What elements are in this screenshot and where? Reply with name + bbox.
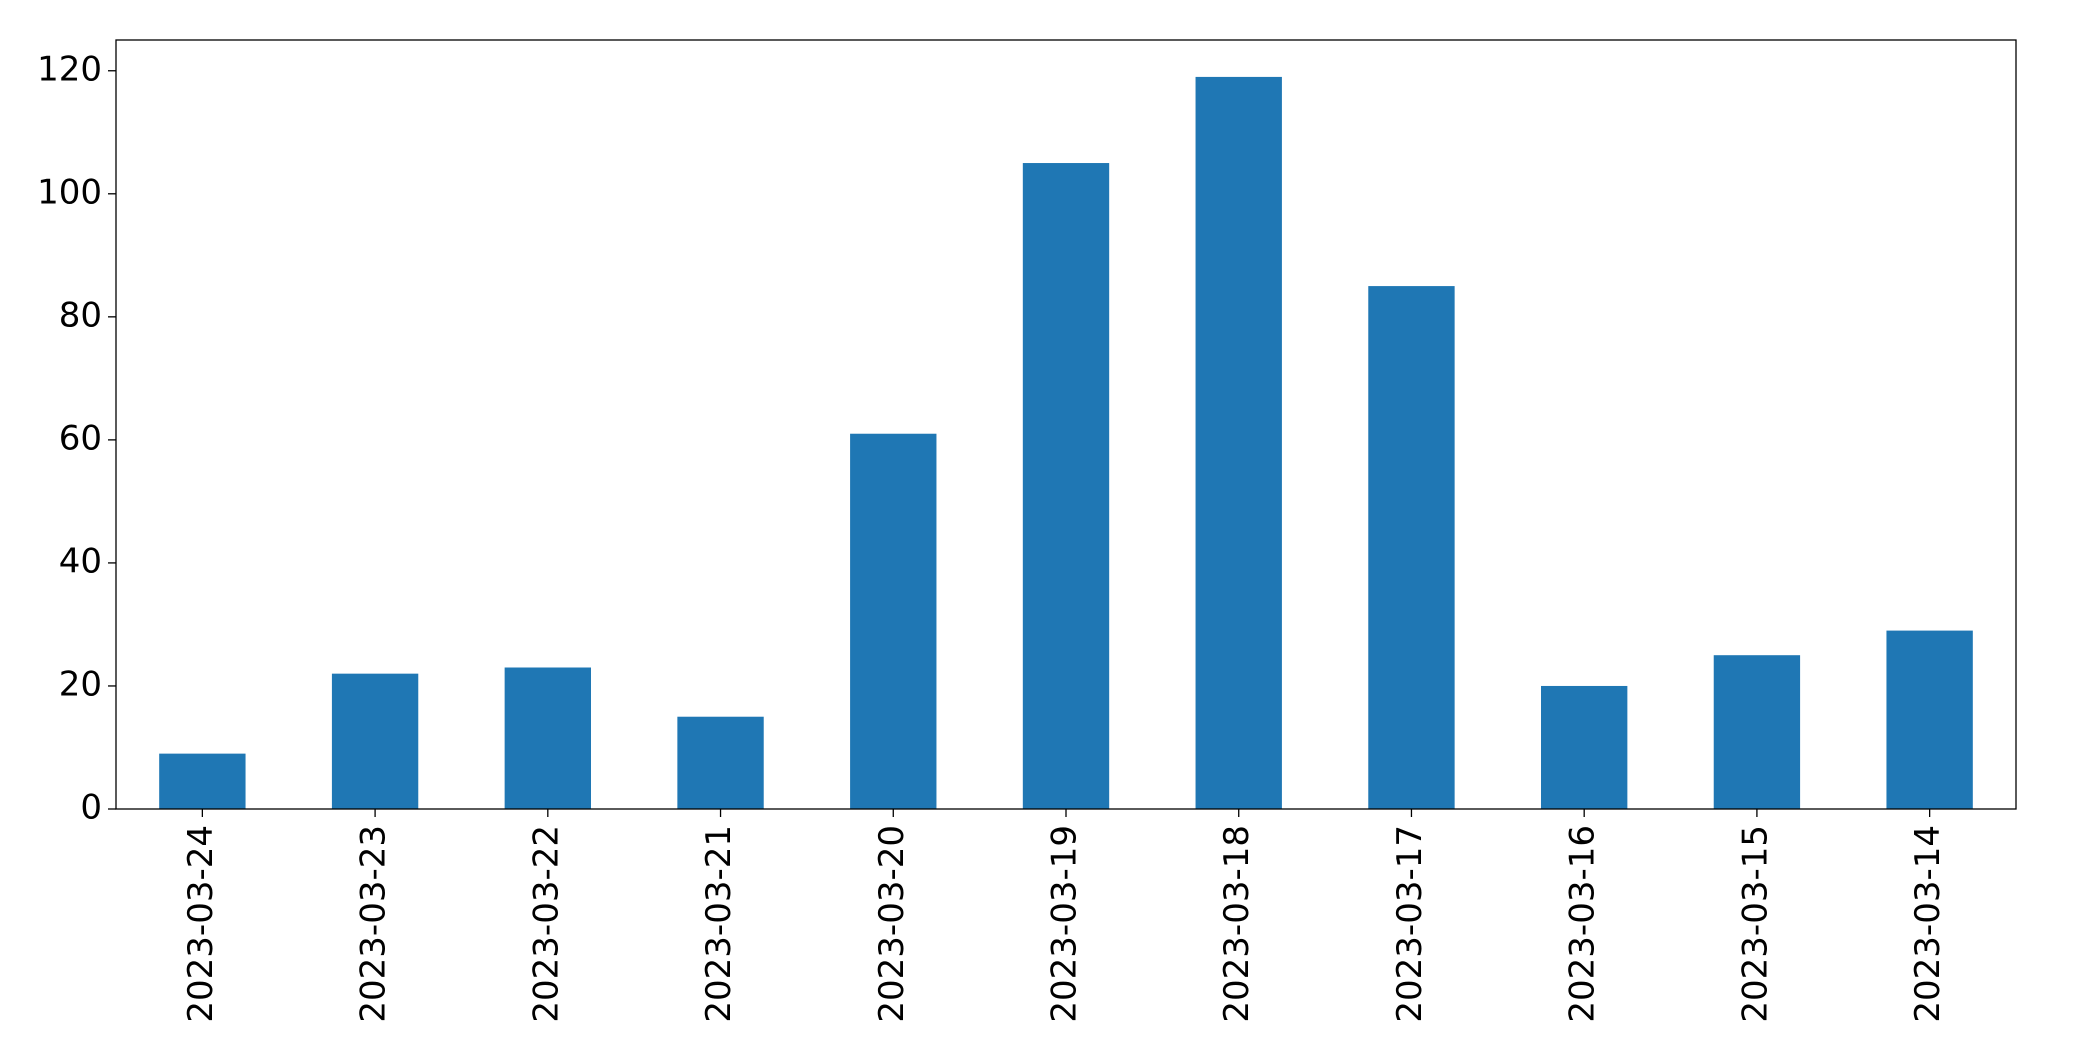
x-tick-label: 2023-03-21 (699, 825, 739, 1023)
plot-frame (115, 39, 2017, 810)
x-tick-label: 2023-03-22 (526, 825, 566, 1023)
bar (1368, 286, 1455, 810)
x-tick-label: 2023-03-15 (1735, 825, 1775, 1023)
x-tick-label: 2023-03-17 (1390, 825, 1430, 1023)
y-tick-label: 100 (37, 172, 102, 212)
x-tick-label: 2023-03-16 (1563, 825, 1603, 1023)
bar (1713, 655, 1801, 809)
x-tick-label: 2023-03-14 (1908, 825, 1948, 1023)
x-tick-label: 2023-03-23 (354, 825, 394, 1023)
bar (1195, 76, 1282, 810)
bar (1541, 685, 1628, 809)
bar (1886, 630, 1973, 809)
y-tick-label: 0 (80, 788, 102, 828)
y-tick-label: 80 (59, 295, 102, 335)
bar (159, 753, 246, 809)
y-tick-label: 40 (59, 541, 102, 581)
y-tick-label: 120 (37, 49, 102, 89)
bar (850, 433, 937, 809)
x-tick-label: 2023-03-18 (1217, 825, 1257, 1023)
x-tick-label: 2023-03-24 (181, 825, 221, 1023)
y-tick-label: 20 (59, 664, 102, 704)
bar (1022, 163, 1110, 810)
x-tick-label: 2023-03-19 (1045, 825, 1085, 1023)
bar (677, 716, 764, 809)
y-tick-label: 60 (59, 418, 102, 458)
x-tick-label: 2023-03-20 (872, 825, 912, 1023)
bar (331, 673, 419, 809)
bar (504, 667, 591, 809)
